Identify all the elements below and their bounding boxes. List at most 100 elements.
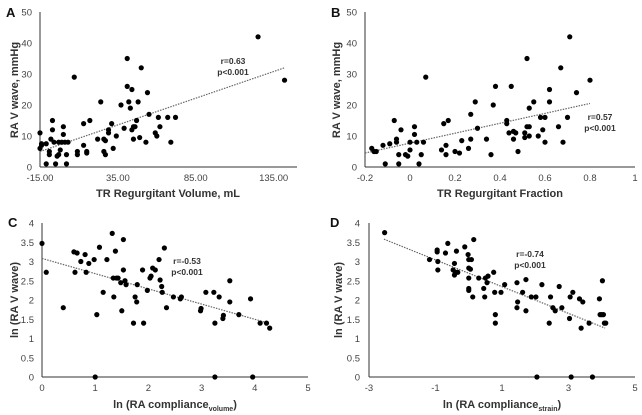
data-point <box>443 142 449 148</box>
data-point <box>414 139 420 145</box>
data-point <box>558 65 564 71</box>
data-point <box>484 280 490 286</box>
data-point <box>81 142 87 148</box>
data-point <box>468 111 474 117</box>
data-point <box>60 305 66 311</box>
data-point <box>267 325 273 331</box>
data-point <box>445 240 451 247</box>
data-point <box>434 249 440 255</box>
data-point <box>587 77 593 83</box>
x-tick-label: 85.00 <box>184 173 208 184</box>
data-point <box>514 305 520 311</box>
data-point <box>198 305 204 312</box>
x-axis-label-end: ) <box>233 399 237 411</box>
x-tick-label: 0.4 <box>493 173 506 184</box>
data-point <box>531 99 537 105</box>
data-point <box>560 139 566 145</box>
y-tick-label: 20 <box>346 101 357 112</box>
data-point <box>515 148 521 155</box>
y-tick-label: 2.5 <box>347 276 360 287</box>
x-tick-label: -15.00 <box>27 173 54 184</box>
y-tick-label: 50 <box>21 8 32 19</box>
data-point <box>247 296 254 302</box>
data-point <box>522 134 528 141</box>
correlation-annotation: r=-0.74 <box>516 249 544 259</box>
data-point <box>533 294 539 300</box>
data-point <box>112 248 119 254</box>
data-point <box>57 147 63 153</box>
data-point <box>547 294 554 300</box>
data-point <box>124 83 130 89</box>
x-tick-label: -0.2 <box>357 173 373 184</box>
data-point <box>483 136 490 142</box>
data-point <box>470 294 476 300</box>
data-point <box>178 294 184 300</box>
data-point <box>466 275 472 281</box>
data-point <box>568 374 574 380</box>
data-point <box>526 124 532 130</box>
y-tick-label: 10 <box>21 132 32 143</box>
data-point <box>438 147 445 153</box>
data-point <box>91 256 97 263</box>
y-axis-label: ln (RA V wave) <box>9 262 21 338</box>
x-tick-label: 35.00 <box>106 173 130 184</box>
data-point <box>51 139 57 145</box>
data-point <box>468 256 475 263</box>
data-point <box>119 308 125 314</box>
x-tick-label: 0.6 <box>538 173 551 184</box>
data-point <box>63 161 70 167</box>
data-point <box>467 266 474 272</box>
data-point <box>465 251 471 258</box>
data-point <box>506 130 512 136</box>
data-point <box>459 138 465 144</box>
data-point <box>596 296 603 302</box>
x-axis-label-main: ln (RA compliance <box>443 399 539 411</box>
trendline <box>41 257 269 324</box>
correlation-annotation: p<0.001 <box>584 123 616 133</box>
data-point <box>60 124 66 130</box>
data-point <box>382 230 388 236</box>
data-point <box>522 130 528 136</box>
data-point <box>38 141 45 147</box>
correlation-annotation: r=0.57 <box>588 112 613 122</box>
data-point <box>485 273 491 279</box>
data-point <box>129 86 135 93</box>
y-tick-label: 0.5 <box>21 353 34 364</box>
panel-c: 0 0.5 1 1.5 2 2.5 3 3.5 4 0 1 2 3 4 5 Cln (RA V wave) ln… <box>8 215 311 413</box>
trendline <box>39 67 285 153</box>
data-point <box>126 99 132 105</box>
y-tick-label: 3.5 <box>347 238 360 249</box>
data-point <box>488 152 494 158</box>
data-point <box>255 34 261 40</box>
data-point <box>163 305 170 311</box>
data-point <box>443 152 449 158</box>
data-point <box>426 256 433 263</box>
data-point <box>102 152 109 158</box>
data-point <box>599 278 606 284</box>
data-point <box>84 150 90 156</box>
data-point <box>102 138 109 144</box>
y-tick-label: 4 <box>355 219 360 230</box>
panel-label: B <box>331 5 340 20</box>
data-point <box>78 258 84 265</box>
data-point <box>481 285 487 292</box>
data-point <box>600 312 607 318</box>
data-point <box>159 283 165 290</box>
data-point <box>74 152 80 158</box>
x-axis-label-subscript: volume <box>209 406 234 413</box>
data-point <box>133 117 140 124</box>
y-tick-label: 50 <box>346 8 357 19</box>
y-tick-label: 0 <box>27 163 32 174</box>
x-tick-label: 5 <box>632 383 637 394</box>
data-point <box>514 280 520 286</box>
y-tick-label: 1.5 <box>21 315 34 326</box>
data-point <box>115 275 121 281</box>
data-point <box>43 161 49 167</box>
data-point <box>526 133 532 139</box>
y-tick-label: 0 <box>355 373 360 384</box>
data-point <box>134 299 140 305</box>
data-point <box>423 74 429 80</box>
y-axis-label: RA V wave, mmHg <box>9 42 21 138</box>
y-axis-label: ln (RA V wave) <box>333 262 345 338</box>
